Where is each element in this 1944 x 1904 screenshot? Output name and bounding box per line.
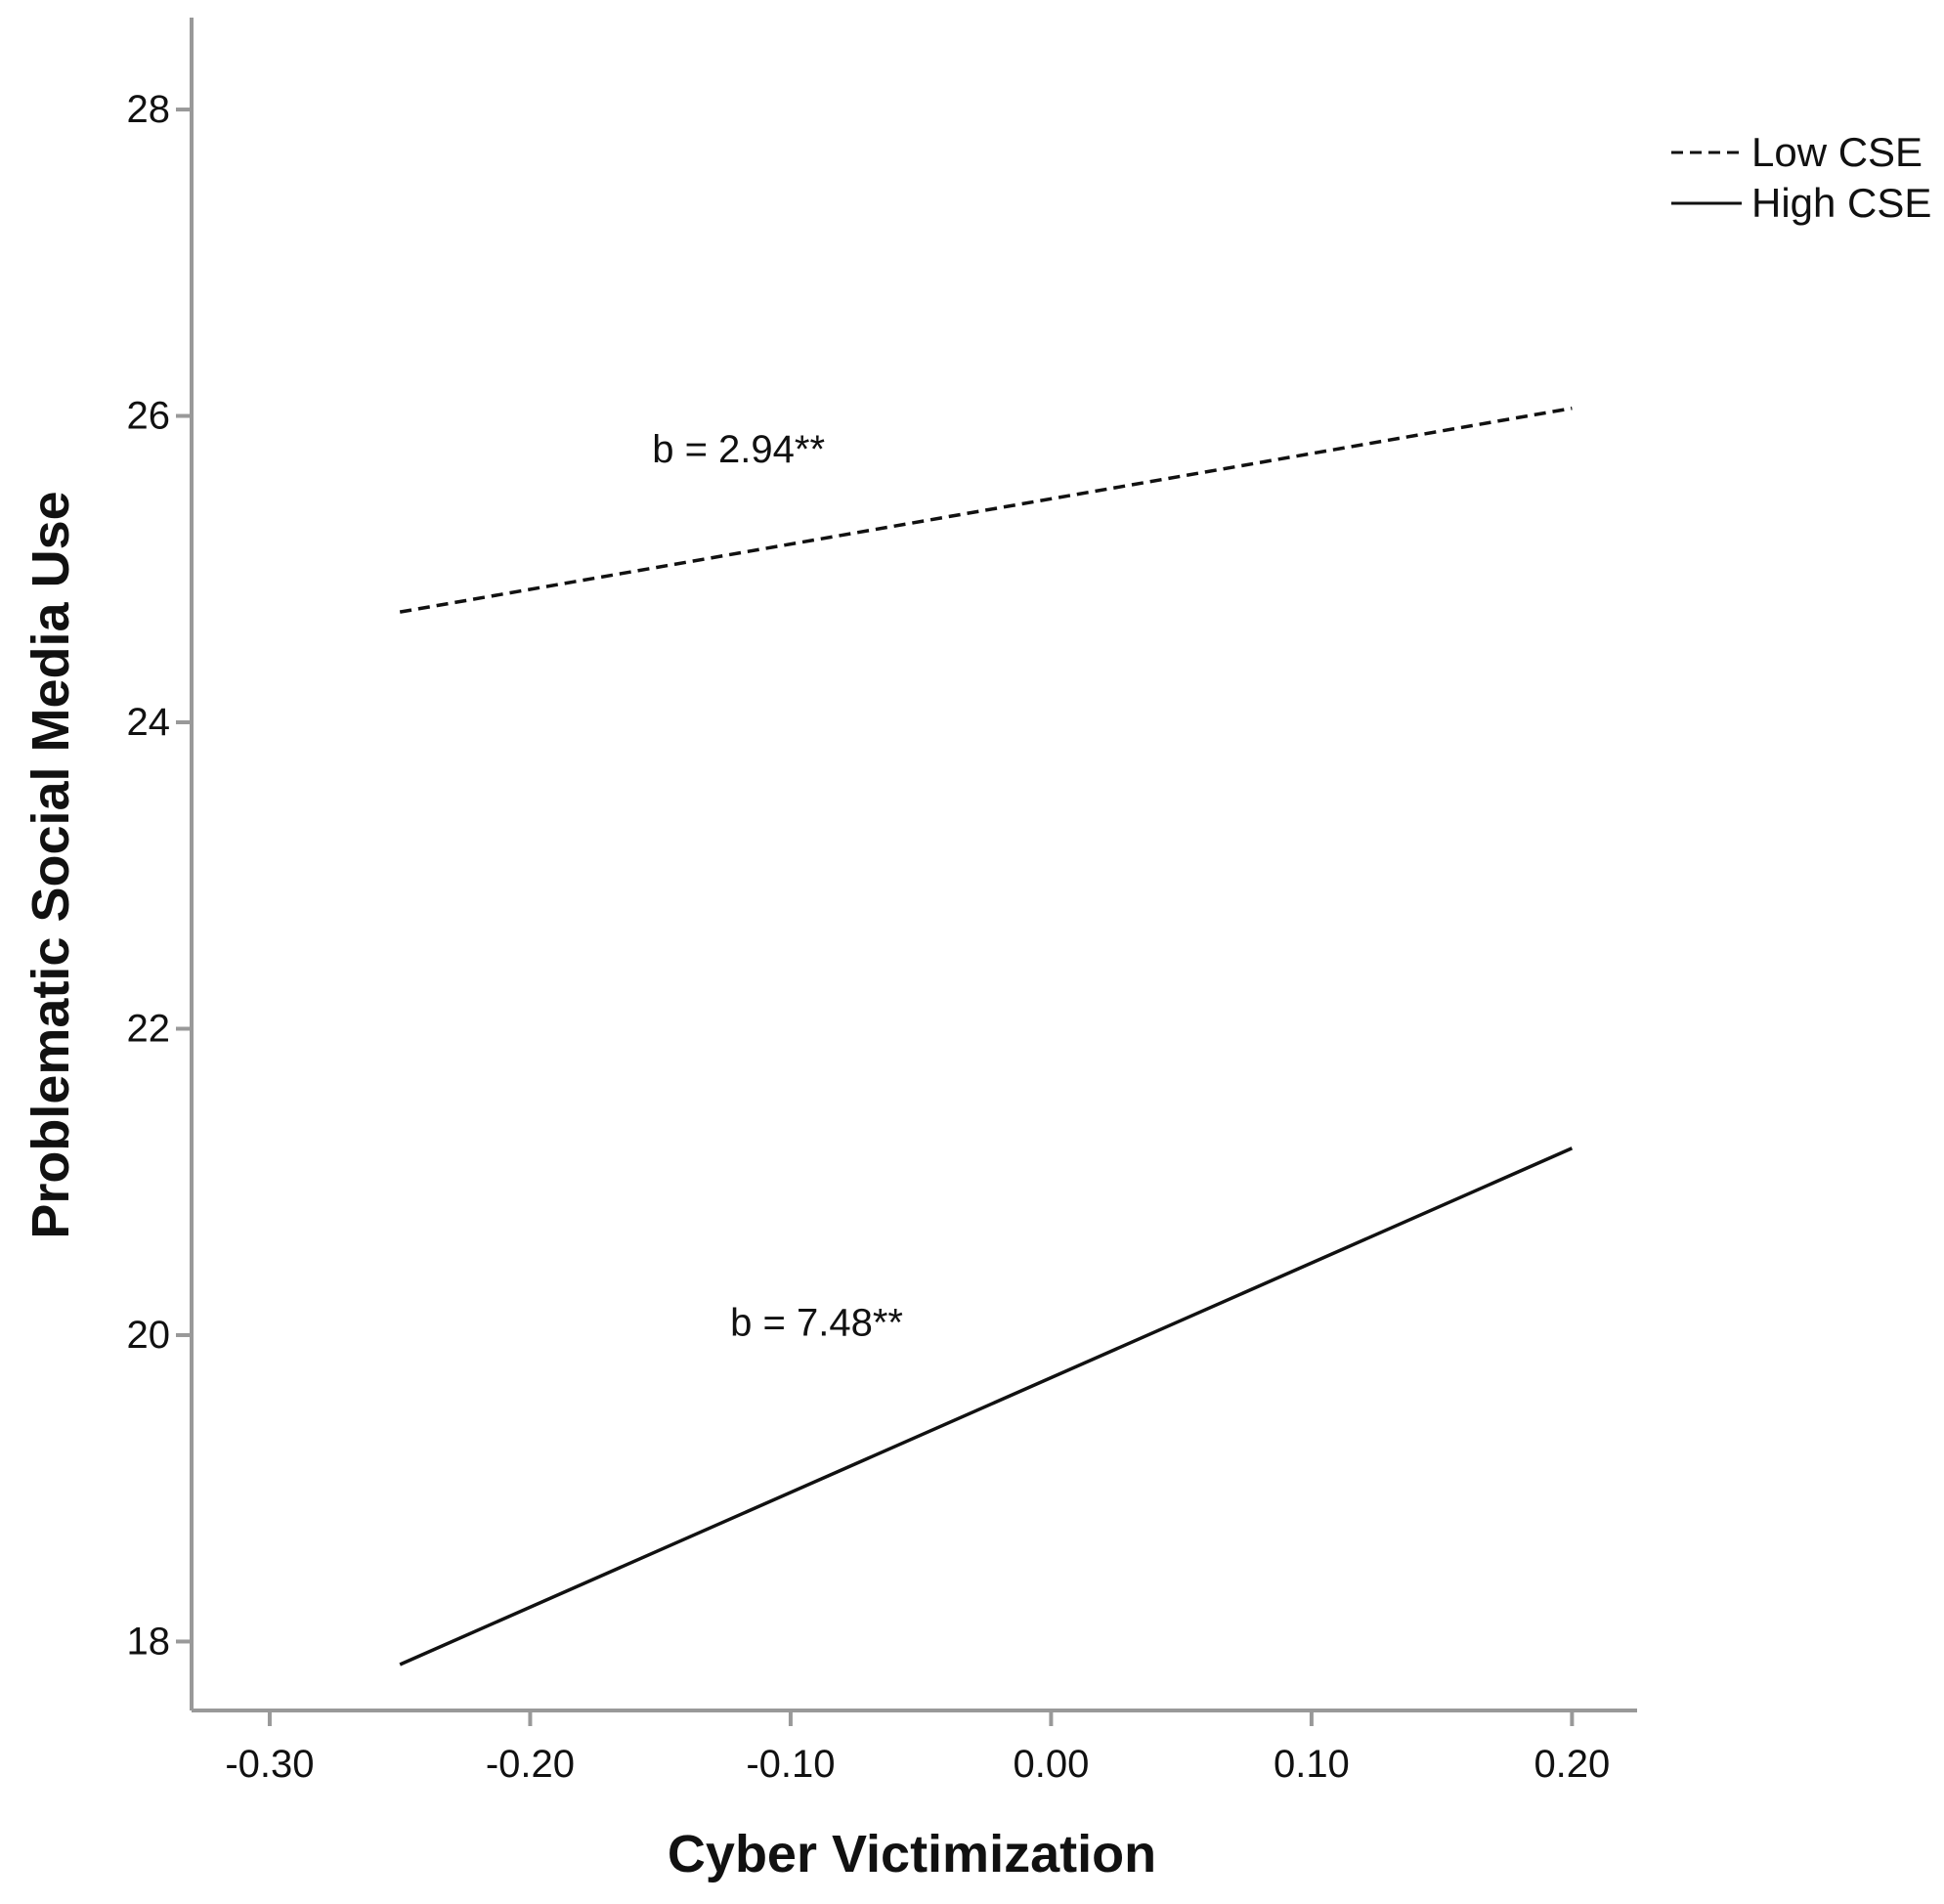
x-tick-label: 0.00 (1013, 1743, 1089, 1786)
x-axis-title: Cyber Victimization (668, 1825, 1156, 1883)
y-tick-label: 26 (127, 395, 171, 438)
series-line-low-cse (399, 406, 1573, 614)
x-tick-label: -0.10 (746, 1743, 835, 1786)
x-tick-label: -0.20 (486, 1743, 575, 1786)
y-tick-label: 20 (127, 1314, 171, 1357)
y-tick-label: 28 (127, 88, 171, 131)
y-tick-label: 24 (127, 701, 171, 744)
legend-label-low-cse: Low CSE (1751, 129, 1922, 175)
slope-annotation: b = 2.94** (652, 428, 825, 471)
y-axis-title: Problematic Social Media Use (22, 491, 80, 1238)
slope-annotation: b = 7.48** (730, 1301, 903, 1344)
x-tick-label: 0.20 (1534, 1743, 1610, 1786)
x-tick-label: -0.30 (225, 1743, 314, 1786)
y-tick-label: 22 (127, 1007, 171, 1050)
x-tick-label: 0.10 (1274, 1743, 1350, 1786)
y-tick-label: 18 (127, 1620, 171, 1663)
series-line-high-cse (399, 1147, 1574, 1666)
legend-label-high-cse: High CSE (1751, 180, 1931, 226)
legend: Low CSE High CSE (1671, 129, 1931, 226)
